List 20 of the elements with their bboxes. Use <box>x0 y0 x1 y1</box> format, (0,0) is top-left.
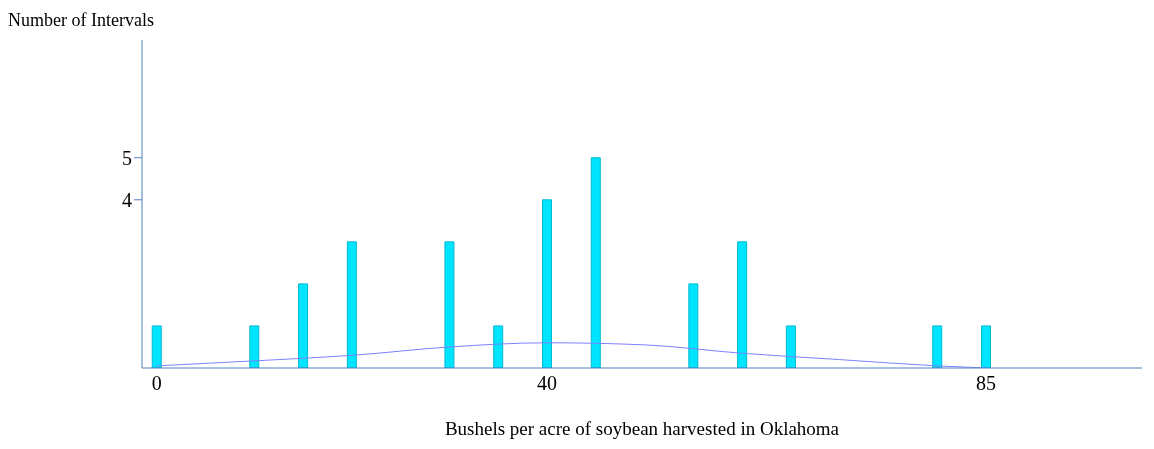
x-tick-label: 40 <box>536 372 557 395</box>
bar <box>249 325 260 368</box>
x-tick-label: 0 <box>151 372 162 395</box>
bar <box>932 325 943 368</box>
y-tick-label: 4 <box>122 188 132 211</box>
x-axis-title: Bushels per acre of soybean harvested in Oklahoma <box>444 418 840 439</box>
bar <box>346 241 357 368</box>
bar <box>298 283 309 368</box>
bar <box>151 325 162 368</box>
bar <box>493 325 504 368</box>
bar <box>688 283 699 368</box>
bar <box>785 325 796 368</box>
y-axis-title: Number of Intervals <box>8 10 154 31</box>
y-tick-label: 5 <box>122 146 132 169</box>
bar <box>541 199 552 368</box>
bar <box>590 157 601 368</box>
bar <box>737 241 748 368</box>
bar <box>981 325 992 368</box>
x-tick-label: 85 <box>975 372 996 395</box>
bar <box>444 241 455 368</box>
